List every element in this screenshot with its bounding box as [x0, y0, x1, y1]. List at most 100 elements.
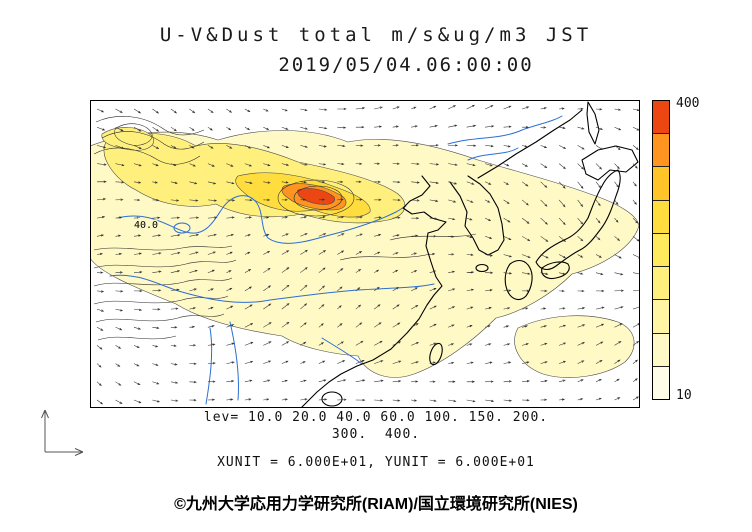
wind-arrow [485, 236, 493, 239]
wind-arrow [355, 379, 366, 383]
wind-arrow [429, 144, 439, 147]
river [229, 321, 239, 401]
wind-arrow [558, 145, 567, 149]
wind-arrow [226, 181, 235, 185]
wind-arrow [189, 126, 195, 131]
wind-arrow [595, 254, 602, 258]
wind-arrow [318, 126, 328, 130]
wind-arrow [244, 398, 252, 401]
wind-arrow [632, 126, 640, 131]
wind-arrow [337, 250, 345, 255]
wind-arrow [392, 341, 402, 346]
wind-arrow [281, 341, 290, 346]
hokkaido-island [581, 145, 639, 181]
wind-arrow [96, 363, 102, 368]
wind-arrow [577, 398, 584, 401]
wind-arrow [207, 380, 216, 383]
wind-arrow [595, 341, 604, 346]
figure-timestamp: 2019/05/04.06:00:00 [278, 54, 534, 76]
wind-arrow [558, 163, 566, 170]
wind-arrow [374, 162, 381, 165]
wind-arrow [595, 289, 605, 293]
wind-arrow [133, 126, 142, 132]
wind-arrow [374, 304, 381, 310]
wind-arrow [263, 341, 272, 346]
wind-arrow [411, 287, 418, 292]
wind-arrow [632, 108, 640, 112]
wind-arrow [170, 108, 178, 114]
wind-arrow [429, 105, 437, 110]
wind-arrow [355, 107, 366, 110]
wind-arrow [96, 381, 102, 387]
wind-arrow [189, 362, 197, 365]
wind-arrow [263, 216, 270, 219]
wind-arrow [189, 307, 197, 310]
wind-arrow [300, 233, 308, 237]
wind-arrow [337, 379, 347, 383]
wind-arrow [411, 216, 420, 220]
map-panel: 40.0 [90, 100, 640, 408]
wind-arrow [503, 289, 512, 292]
wind-arrow [632, 199, 637, 205]
wind-arrow [281, 126, 289, 130]
wind-arrow [484, 199, 491, 203]
wind-arrow [522, 343, 529, 346]
wind-arrow [614, 378, 620, 383]
wind-arrow [466, 380, 476, 383]
wind-arrow [411, 361, 419, 364]
wind-arrow [170, 251, 181, 255]
wind-arrow [540, 236, 549, 242]
wind-arrow [337, 233, 345, 237]
wind-arrow [632, 289, 640, 292]
wind-arrow [96, 308, 105, 312]
wind-arrow [300, 249, 308, 255]
wind-arrow [152, 345, 159, 348]
wind-arrow [133, 308, 143, 311]
wind-arrow [355, 198, 363, 201]
wind-arrow [133, 163, 142, 167]
wind-arrow [152, 181, 158, 184]
wind-arrow [281, 303, 290, 310]
wind-arrow [374, 106, 383, 110]
wind-arrow [207, 216, 218, 219]
wind-arrow [115, 363, 121, 367]
wind-arrow [466, 163, 476, 167]
wind-arrow [189, 251, 199, 255]
wind-arrow [614, 397, 621, 401]
wind-arrow [263, 126, 270, 130]
wind-arrow [411, 380, 419, 383]
wind-arrow [337, 198, 344, 201]
wind-arrow [244, 323, 254, 328]
wind-arrow [466, 288, 475, 292]
wind-arrow [614, 145, 621, 151]
hainan-island [321, 391, 343, 407]
map-frame [90, 100, 640, 408]
honshu-island [535, 169, 621, 271]
wind-arrow [595, 108, 603, 111]
wind-arrow [244, 251, 251, 255]
wind-arrow [226, 342, 235, 346]
wind-arrow [337, 341, 344, 346]
wind-arrow [170, 126, 177, 132]
wind-arrow [392, 125, 400, 128]
wind-arrow [133, 198, 141, 202]
wind-arrow [614, 217, 619, 223]
wind-arrow [392, 162, 400, 165]
wind-arrow [522, 325, 528, 328]
wind-arrow [485, 325, 491, 328]
wind-vectors [96, 104, 640, 405]
wind-arrow [226, 398, 234, 401]
wind-arrow [244, 108, 251, 113]
wind-arrow [207, 126, 213, 131]
wind-arrow [522, 145, 528, 148]
wind-arrow [318, 108, 328, 111]
wind-arrow [207, 362, 216, 365]
xy-axis-arrows [41, 409, 84, 456]
shikoku-island [541, 261, 570, 280]
dust-level-fill [514, 315, 635, 378]
wind-arrow [133, 271, 143, 274]
wind-arrow [448, 181, 458, 185]
wind-arrow [522, 126, 529, 129]
wind-arrow [503, 125, 512, 128]
